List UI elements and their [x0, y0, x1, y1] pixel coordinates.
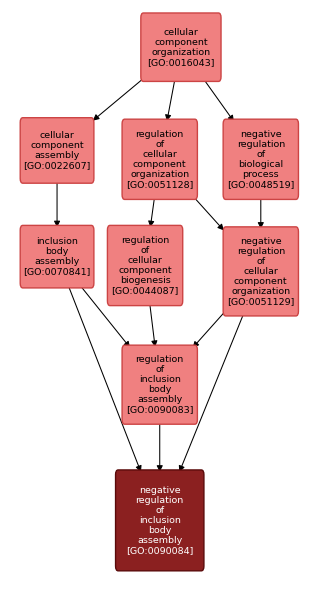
- FancyBboxPatch shape: [223, 119, 299, 199]
- Text: regulation
of
inclusion
body
assembly
[GO:0090083]: regulation of inclusion body assembly [G…: [126, 355, 194, 414]
- Text: cellular
component
assembly
[GO:0022607]: cellular component assembly [GO:0022607]: [23, 131, 91, 170]
- FancyBboxPatch shape: [141, 13, 221, 81]
- FancyBboxPatch shape: [108, 225, 183, 306]
- FancyBboxPatch shape: [122, 119, 197, 199]
- Text: cellular
component
organization
[GO:0016043]: cellular component organization [GO:0016…: [147, 28, 215, 67]
- Text: negative
regulation
of
inclusion
body
assembly
[GO:0090084]: negative regulation of inclusion body as…: [126, 486, 193, 555]
- FancyBboxPatch shape: [115, 470, 204, 571]
- Text: negative
regulation
of
biological
process
[GO:0048519]: negative regulation of biological proces…: [227, 130, 294, 189]
- Text: inclusion
body
assembly
[GO:0070841]: inclusion body assembly [GO:0070841]: [23, 237, 91, 276]
- FancyBboxPatch shape: [20, 118, 94, 183]
- Text: regulation
of
cellular
component
biogenesis
[GO:0044087]: regulation of cellular component biogene…: [111, 236, 179, 295]
- FancyBboxPatch shape: [223, 227, 299, 316]
- Text: regulation
of
cellular
component
organization
[GO:0051128]: regulation of cellular component organiz…: [126, 130, 193, 189]
- FancyBboxPatch shape: [122, 345, 197, 424]
- Text: negative
regulation
of
cellular
component
organization
[GO:0051129]: negative regulation of cellular componen…: [227, 237, 294, 306]
- FancyBboxPatch shape: [20, 225, 94, 288]
